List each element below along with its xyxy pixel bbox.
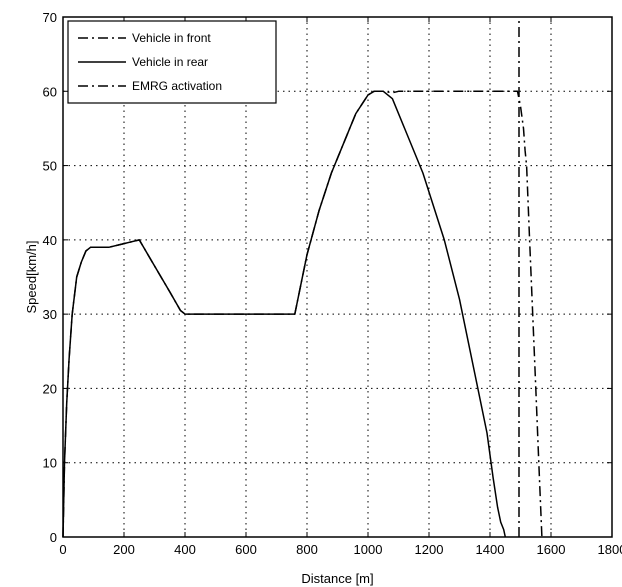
plot-frame	[62, 16, 613, 538]
x-tick-label: 200	[113, 542, 135, 557]
y-tick-label: 30	[43, 307, 57, 322]
y-axis-label: Speed[km/h]	[24, 241, 39, 314]
y-axis-ticks: 0 10 20 30 40 50 60 70	[43, 10, 612, 545]
x-tick-label: 0	[59, 542, 66, 557]
x-tick-label: 1200	[415, 542, 444, 557]
x-tick-label: 800	[296, 542, 318, 557]
x-tick-label: 1600	[537, 542, 566, 557]
y-tick-label: 70	[43, 10, 57, 25]
y-tick-label: 20	[43, 381, 57, 396]
y-tick-label: 40	[43, 233, 57, 248]
y-tick-label: 50	[43, 159, 57, 174]
x-tick-label: 600	[235, 542, 257, 557]
x-tick-label: 1400	[476, 542, 505, 557]
x-axis-label: Distance [m]	[301, 571, 373, 586]
x-tick-label: 1000	[354, 542, 383, 557]
legend: Vehicle in front Vehicle in rear EMRG acti…	[67, 20, 277, 104]
series-line	[62, 90, 507, 538]
grid	[63, 17, 612, 537]
y-tick-label: 0	[50, 530, 57, 545]
x-tick-label: 400	[174, 542, 196, 557]
y-tick-label: 60	[43, 84, 57, 99]
legend-entry: EMRG activation	[132, 79, 222, 93]
legend-entry: Vehicle in rear	[132, 55, 208, 69]
legend-entry: Vehicle in front	[132, 31, 211, 45]
series-group	[62, 17, 543, 538]
y-tick-label: 10	[43, 456, 57, 471]
